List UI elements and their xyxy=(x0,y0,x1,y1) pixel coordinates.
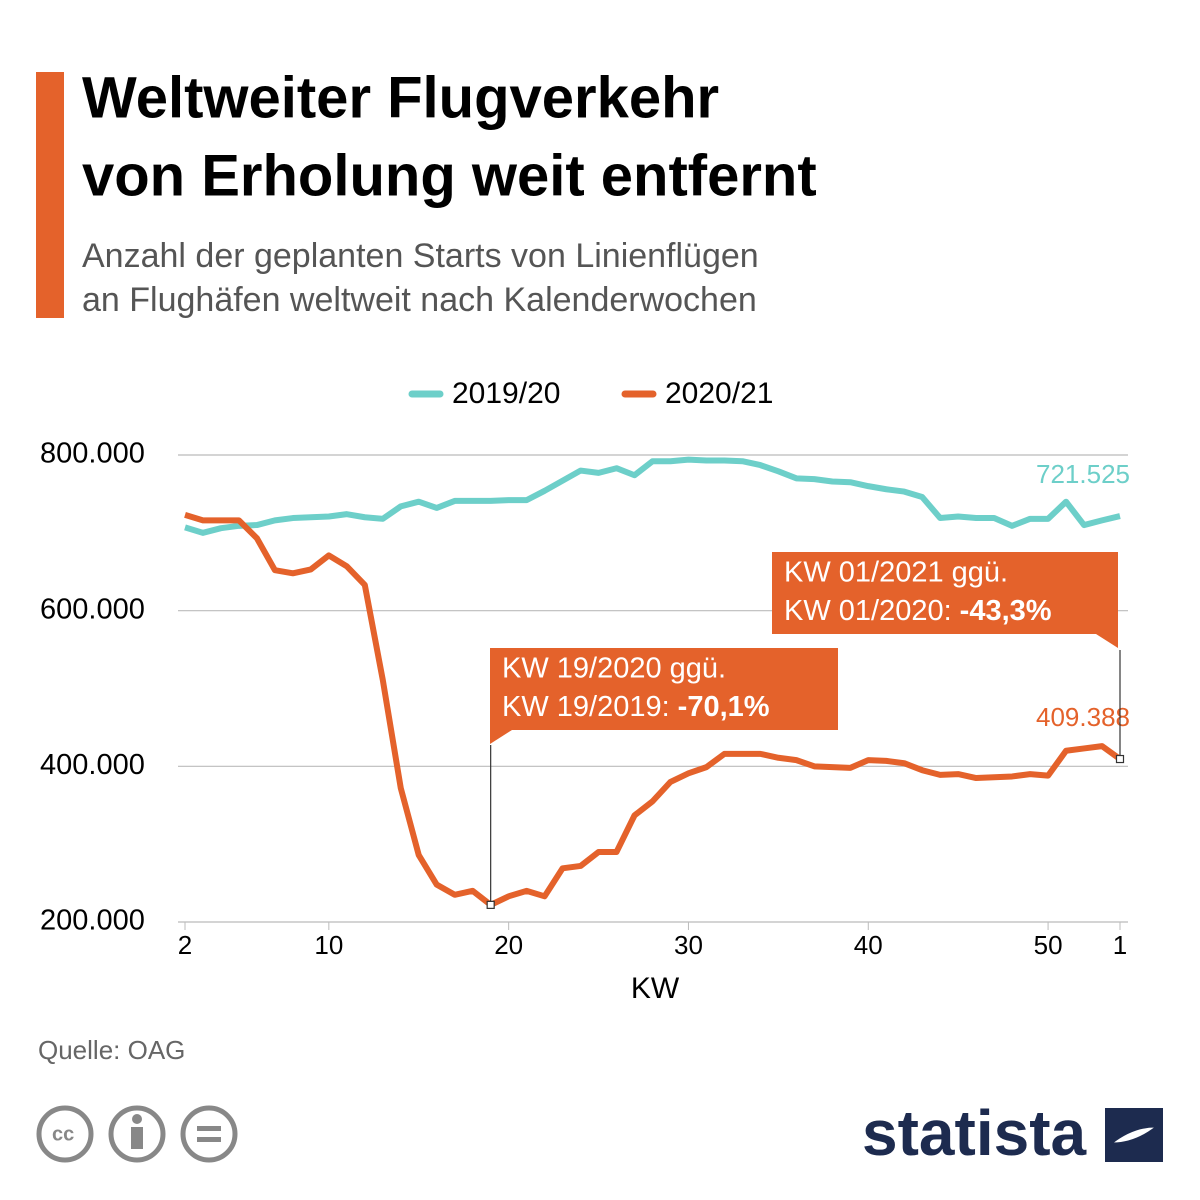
chart-subtitle: an Flughäfen weltweit nach Kalenderwoche… xyxy=(82,281,757,319)
annotation-text: KW 01/2020: -43,3% xyxy=(784,595,1052,627)
brand-logo: statista xyxy=(862,1097,1087,1169)
x-tick-label: 10 xyxy=(314,930,343,960)
legend-label: 2019/20 xyxy=(452,377,560,410)
y-tick-label: 200.000 xyxy=(40,905,145,937)
chart-title: Weltweiter Flugverkehr xyxy=(82,65,719,130)
cc-glyph: cc xyxy=(52,1123,74,1145)
value-label: 409.388 xyxy=(1036,702,1130,732)
annotation-highlight: -70,1% xyxy=(678,691,770,723)
annotation-text: KW 19/2019: -70,1% xyxy=(502,691,770,723)
annotation-text: KW 19/2019: xyxy=(502,691,670,723)
source: Quelle: OAG xyxy=(38,1035,185,1065)
annotation-box xyxy=(490,648,838,744)
x-tick-label: 40 xyxy=(854,930,883,960)
annotation-highlight: -43,3% xyxy=(960,595,1052,627)
x-tick-label: 20 xyxy=(494,930,523,960)
annotation-text: KW 19/2020 ggü. xyxy=(502,653,726,685)
annotation-marker xyxy=(486,900,495,909)
x-axis-label: KW xyxy=(631,972,680,1005)
value-label: 721.525 xyxy=(1036,459,1130,489)
annotation-text: KW 01/2021 ggü. xyxy=(784,557,1008,589)
series-line xyxy=(184,456,1121,536)
y-tick-label: 600.000 xyxy=(40,593,145,625)
x-tick-label: 1 xyxy=(1113,930,1127,960)
annotation-marker xyxy=(1115,754,1125,764)
license-glyphs xyxy=(131,1114,221,1149)
y-tick-label: 400.000 xyxy=(40,749,145,781)
legend-label: 2020/21 xyxy=(665,377,773,410)
license-icons xyxy=(36,1105,238,1163)
x-tick-label: 50 xyxy=(1034,930,1063,960)
chart-title: von Erholung weit entfernt xyxy=(82,143,817,208)
chart-subtitle: Anzahl der geplanten Starts von Linienfl… xyxy=(82,237,759,275)
x-tick-label: 2 xyxy=(178,930,192,960)
annotation-text: KW 01/2020: xyxy=(784,595,952,627)
series-line xyxy=(184,512,1122,908)
brand-icon xyxy=(1105,1108,1163,1162)
x-tick-label: 30 xyxy=(674,930,703,960)
accent-bar xyxy=(36,72,64,318)
annotation-box xyxy=(772,552,1118,648)
y-tick-label: 800.000 xyxy=(40,438,145,470)
